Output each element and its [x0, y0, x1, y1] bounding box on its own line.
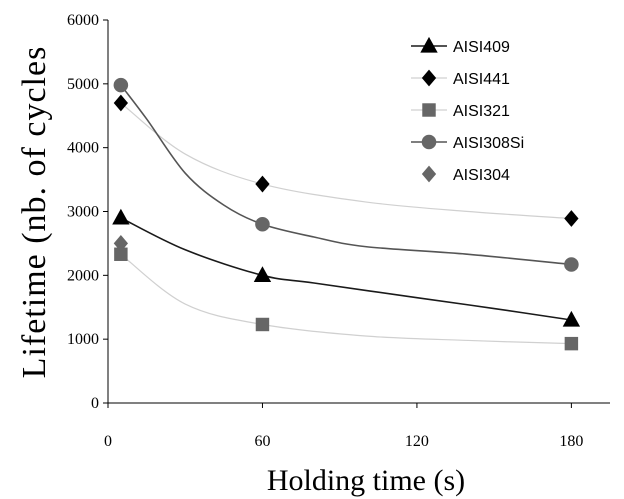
- data-point-aisi409: [562, 310, 581, 327]
- data-point-aisi409: [253, 266, 272, 282]
- series-line-aisi441: [120, 102, 572, 220]
- data-point-aisi321: [564, 336, 579, 351]
- series-line-aisi321: [120, 253, 572, 345]
- legend-marker-aisi409: [420, 36, 438, 53]
- y-tick-label: 2000: [67, 267, 99, 284]
- legend: AISI409 AISI441 AISI321 AISI308Si AISI304: [411, 36, 524, 184]
- series-line-aisi409: [120, 217, 572, 321]
- data-point-aisi441: [113, 94, 129, 112]
- data-point-aisi441: [564, 210, 579, 227]
- y-tick-label: 6000: [67, 12, 99, 29]
- data-point-aisi308si: [255, 216, 270, 232]
- axes-layer: 0 1000 2000 3000 4000 5000 6000 0 60 120 180: [67, 12, 610, 450]
- legend-label-aisi304: AISI304: [453, 167, 510, 184]
- x-axis-title: Holding time (s): [267, 464, 465, 497]
- data-point-aisi304: [113, 235, 129, 252]
- legend-marker-aisi304: [421, 165, 437, 183]
- y-tick-label: 1000: [67, 331, 99, 348]
- y-tick-label: 5000: [67, 76, 99, 93]
- x-tick-label: 120: [405, 433, 429, 450]
- legend-label-aisi308si: AISI308Si: [453, 135, 524, 152]
- series-markers: [112, 77, 581, 351]
- data-point-aisi321: [255, 317, 270, 332]
- legend-label-aisi321: AISI321: [453, 103, 510, 120]
- data-point-aisi321: [114, 247, 128, 261]
- data-point-aisi308si: [113, 77, 129, 93]
- legend-marker-aisi308si: [421, 134, 437, 150]
- y-tick-label: 4000: [67, 140, 99, 157]
- x-tick-label: 60: [254, 433, 270, 450]
- data-point-aisi441: [255, 175, 270, 193]
- legend-label-aisi441: AISI441: [453, 71, 510, 88]
- x-tick-label: 0: [104, 433, 112, 450]
- legend-label-aisi409: AISI409: [453, 39, 510, 56]
- data-point-aisi308si: [564, 257, 579, 272]
- series-line-aisi308si: [120, 84, 572, 266]
- legend-marker-aisi321: [422, 103, 436, 117]
- y-axis-title: Lifetime (nb. of cycles: [16, 46, 53, 379]
- y-tick-label: 3000: [67, 204, 99, 221]
- y-tick-label: 0: [91, 395, 99, 412]
- data-point-aisi409: [112, 208, 130, 225]
- x-tick-label: 180: [559, 433, 583, 450]
- legend-marker-aisi441: [421, 69, 437, 87]
- series-lines: [120, 84, 572, 345]
